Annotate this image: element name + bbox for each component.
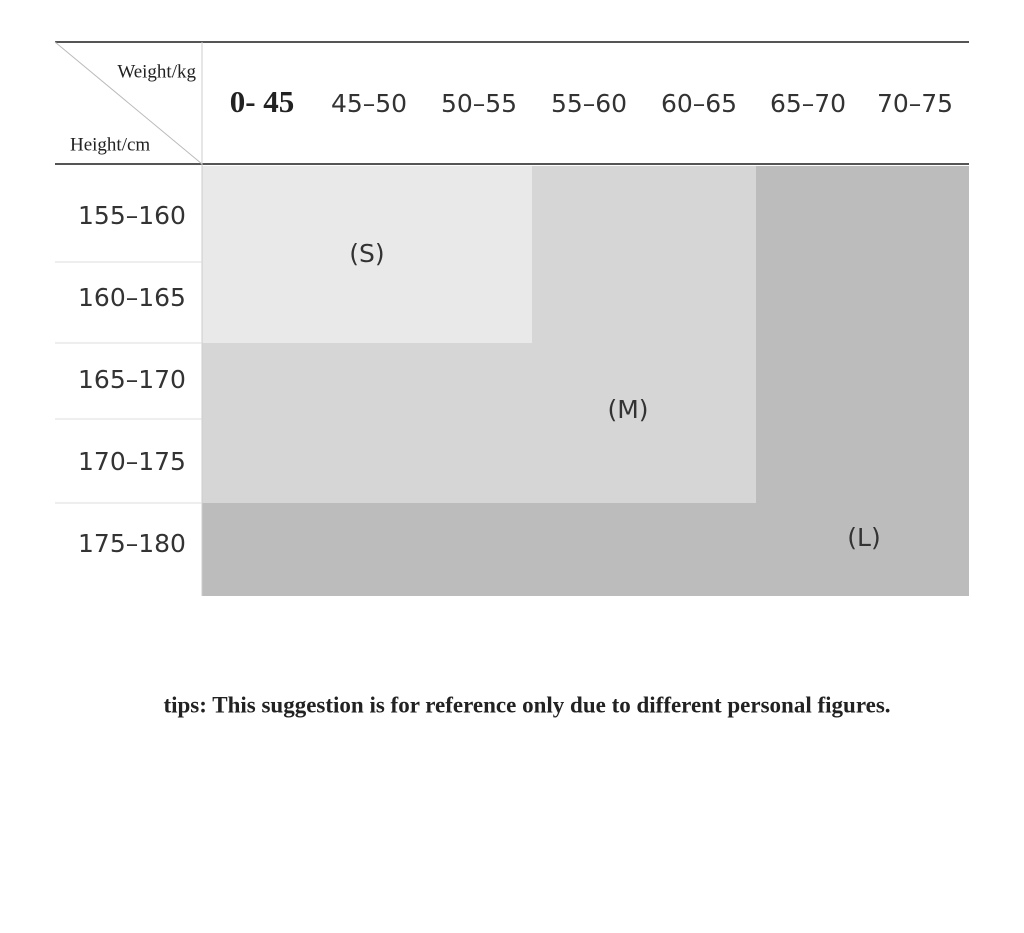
column-header: 50–55: [441, 89, 517, 118]
zone-medium: [202, 166, 756, 503]
zone-label: (M): [607, 395, 648, 424]
row-header: 175–180: [78, 529, 186, 558]
row-header: 170–175: [78, 447, 186, 476]
tip: tips: This suggestion is for reference o…: [163, 692, 890, 717]
zone-small: [202, 166, 532, 343]
row-header: 155–160: [78, 201, 186, 230]
zone-label: (L): [847, 523, 880, 552]
column-header: 55–60: [551, 89, 627, 118]
column-header: 45–50: [331, 89, 407, 118]
diagonal: [54, 41, 203, 165]
zone-large: [202, 166, 969, 596]
height-label: Height/cm: [70, 134, 150, 155]
row-dividers: [55, 261, 202, 504]
weight-label: Weight/kg: [117, 61, 196, 82]
column-header: 0- 45: [230, 84, 295, 119]
zones: [202, 166, 969, 596]
zone-label: (S): [349, 239, 384, 268]
column-header: 60–65: [661, 89, 737, 118]
column-header: 70–75: [877, 89, 953, 118]
row-header: 160–165: [78, 283, 186, 312]
column-header: 65–70: [770, 89, 846, 118]
rules: [54, 41, 969, 596]
row-header: 165–170: [78, 365, 186, 394]
